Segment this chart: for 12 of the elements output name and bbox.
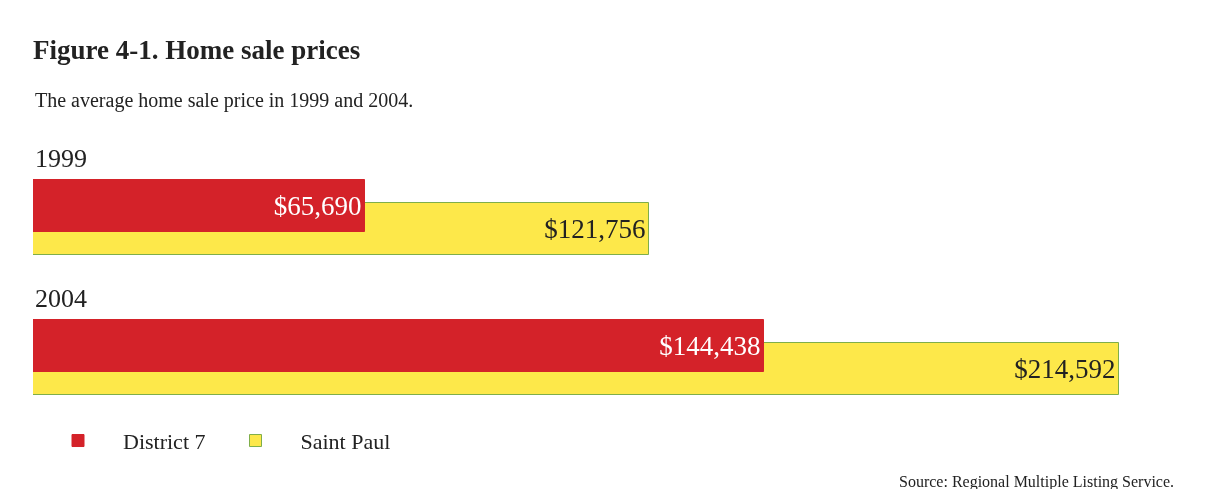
legend-label: District 7 xyxy=(123,429,206,455)
bar xyxy=(33,319,764,372)
chart-title: Figure 4-1. Home sale prices xyxy=(33,35,361,66)
y-tick-label: 2004 xyxy=(35,284,87,313)
data-label: $144,438 xyxy=(659,330,761,361)
y-tick-label: 1999 xyxy=(35,144,87,173)
legend-label: Saint Paul xyxy=(300,429,391,455)
data-label: $65,690 xyxy=(273,190,362,221)
bar xyxy=(33,179,365,232)
data-label: $214,592 xyxy=(1014,353,1116,384)
data-label: $121,756 xyxy=(544,213,646,244)
chart-subtitle: The average home sale price in 1999 and 2004. xyxy=(35,89,414,112)
